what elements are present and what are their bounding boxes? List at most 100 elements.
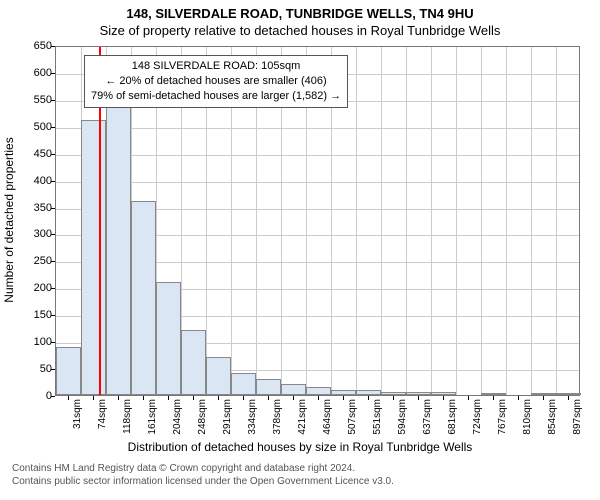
x-tick-mark [168,396,169,400]
x-tick-label: 248sqm [197,399,208,435]
y-tick-mark [51,127,55,128]
x-tick-mark [93,396,94,400]
y-tick-label: 200 [12,282,52,294]
v-gridline [531,47,532,395]
x-tick-label: 594sqm [397,399,408,435]
y-tick-label: 0 [12,390,52,402]
x-tick-mark [443,396,444,400]
y-tick-mark [51,181,55,182]
x-tick-label: 637sqm [422,399,433,435]
x-tick-mark [493,396,494,400]
annotation-line1: 148 SILVERDALE ROAD: 105sqm [91,59,341,74]
y-axis-label: Number of detached properties [2,137,16,302]
y-tick-mark [51,342,55,343]
x-tick-mark [318,396,319,400]
x-tick-label: 378sqm [272,399,283,435]
x-tick-label: 31sqm [72,399,83,429]
y-tick-mark [51,396,55,397]
x-tick-label: 161sqm [147,399,158,435]
y-tick-mark [51,154,55,155]
annotation-line2: ← 20% of detached houses are smaller (40… [91,74,341,89]
histogram-bar [556,393,581,395]
y-tick-mark [51,100,55,101]
y-tick-label: 150 [12,309,52,321]
x-tick-label: 204sqm [172,399,183,435]
v-gridline [431,47,432,395]
x-tick-mark [518,396,519,400]
x-tick-label: 810sqm [522,399,533,435]
v-gridline [481,47,482,395]
y-tick-label: 250 [12,255,52,267]
x-tick-mark [418,396,419,400]
y-tick-mark [51,46,55,47]
histogram-bar [406,392,431,395]
x-tick-mark [68,396,69,400]
histogram-bar [381,392,406,395]
y-tick-label: 300 [12,228,52,240]
v-gridline [506,47,507,395]
histogram-bar [331,390,356,395]
histogram-bar [81,120,106,395]
x-tick-mark [343,396,344,400]
page-title-line2: Size of property relative to detached ho… [0,21,600,38]
histogram-bar [181,330,206,395]
x-tick-mark [468,396,469,400]
x-tick-label: 897sqm [572,399,583,435]
histogram-bar [481,393,506,395]
x-tick-label: 291sqm [222,399,233,435]
x-tick-mark [543,396,544,400]
v-gridline [556,47,557,395]
x-tick-label: 118sqm [122,399,133,434]
v-gridline [356,47,357,395]
x-tick-mark [118,396,119,400]
y-tick-label: 450 [12,148,52,160]
h-gridline [56,155,579,156]
footnote: Contains HM Land Registry data © Crown c… [12,463,394,488]
histogram-bar [431,392,456,395]
x-tick-label: 854sqm [547,399,558,435]
annotation-box: 148 SILVERDALE ROAD: 105sqm ← 20% of det… [84,55,348,108]
x-tick-label: 74sqm [97,399,108,429]
x-tick-mark [243,396,244,400]
y-tick-label: 50 [12,363,52,375]
chart-plot-area: 148 SILVERDALE ROAD: 105sqm ← 20% of det… [55,46,580,396]
histogram-bar [206,357,231,395]
histogram-bar [131,201,156,395]
x-tick-mark [143,396,144,400]
y-tick-mark [51,369,55,370]
x-tick-label: 334sqm [247,399,258,435]
y-tick-label: 500 [12,121,52,133]
x-tick-mark [568,396,569,400]
v-gridline [456,47,457,395]
histogram-bar [256,379,281,395]
y-tick-mark [51,288,55,289]
y-tick-mark [51,315,55,316]
x-tick-label: 507sqm [347,399,358,435]
histogram-bar [531,393,556,395]
v-gridline [381,47,382,395]
x-tick-mark [218,396,219,400]
x-tick-mark [268,396,269,400]
x-tick-label: 551sqm [372,399,383,435]
y-tick-mark [51,234,55,235]
y-tick-label: 400 [12,175,52,187]
x-tick-label: 767sqm [497,399,508,435]
histogram-bar [156,282,181,395]
histogram-bar [306,387,331,395]
y-tick-label: 100 [12,336,52,348]
x-axis-label: Distribution of detached houses by size … [0,440,600,454]
histogram-bar [106,93,131,395]
y-tick-mark [51,261,55,262]
y-tick-mark [51,73,55,74]
footnote-line2: Contains public sector information licen… [12,476,394,489]
x-tick-mark [368,396,369,400]
x-tick-mark [293,396,294,400]
h-gridline [56,182,579,183]
x-tick-label: 724sqm [472,399,483,435]
histogram-bar [231,373,256,395]
h-gridline [56,128,579,129]
histogram-bar [281,384,306,395]
x-tick-mark [193,396,194,400]
y-tick-label: 600 [12,67,52,79]
v-gridline [406,47,407,395]
